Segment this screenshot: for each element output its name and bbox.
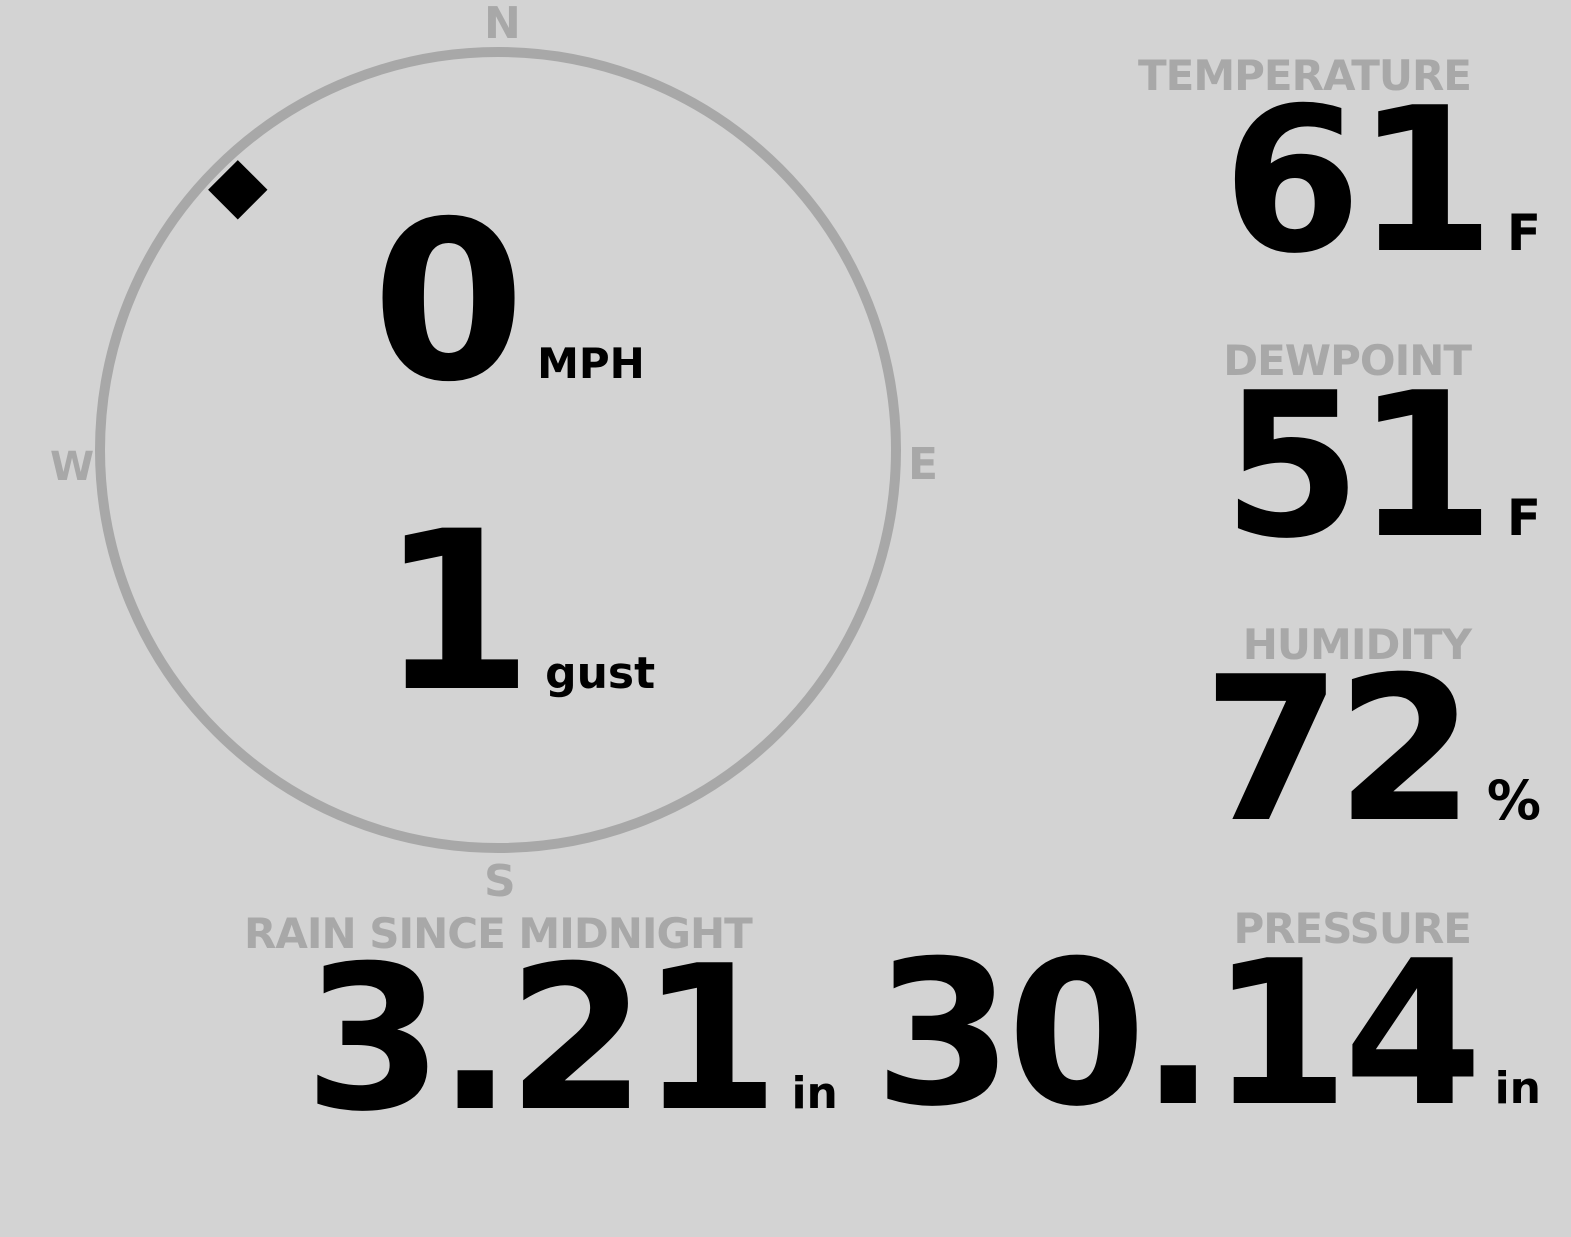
pressure-card: PRESSURE 30.14 in bbox=[873, 904, 1541, 1151]
pressure-unit: in bbox=[1494, 1063, 1541, 1114]
humidity-row: 72 % bbox=[1202, 634, 1541, 867]
dewpoint-value: 51 bbox=[1222, 350, 1495, 583]
dewpoint-unit: F bbox=[1506, 489, 1541, 547]
temperature-unit: F bbox=[1506, 204, 1541, 262]
temperature-value: 61 bbox=[1222, 65, 1495, 298]
compass-west: W bbox=[50, 444, 94, 490]
dewpoint-row: 51 F bbox=[1222, 350, 1541, 583]
dewpoint-card: DEWPOINT 51 F bbox=[1222, 336, 1541, 583]
rain-label: RAIN SINCE MIDNIGHT bbox=[244, 909, 753, 958]
rain-card: RAIN SINCE MIDNIGHT 3.21 in bbox=[244, 909, 838, 1156]
humidity-value: 72 bbox=[1202, 634, 1475, 867]
compass-south: S bbox=[484, 856, 516, 907]
wind-speed-unit: MPH bbox=[537, 339, 645, 388]
pressure-value: 30.14 bbox=[873, 918, 1483, 1151]
humidity-unit: % bbox=[1486, 769, 1541, 832]
wind-speed: 0 bbox=[372, 174, 525, 430]
pressure-label: PRESSURE bbox=[1233, 904, 1472, 953]
dewpoint-label: DEWPOINT bbox=[1223, 336, 1472, 385]
wind-gust-row: 1 gust bbox=[380, 484, 656, 740]
temperature-card: TEMPERATURE 61 F bbox=[1138, 51, 1541, 298]
wind-gust-unit: gust bbox=[545, 648, 656, 699]
rain-unit: in bbox=[791, 1068, 838, 1119]
compass-east: E bbox=[908, 439, 938, 490]
pressure-row: 30.14 in bbox=[873, 918, 1541, 1151]
rain-value: 3.21 bbox=[304, 923, 779, 1156]
temperature-label: TEMPERATURE bbox=[1138, 51, 1472, 100]
wind-gust: 1 bbox=[380, 484, 533, 740]
humidity-card: HUMIDITY 72 % bbox=[1202, 620, 1541, 867]
rain-row: 3.21 in bbox=[304, 923, 838, 1156]
humidity-label: HUMIDITY bbox=[1242, 620, 1472, 669]
compass-north: N bbox=[484, 0, 521, 49]
wind-speed-row: 0 MPH bbox=[372, 174, 645, 430]
temperature-row: 61 F bbox=[1222, 65, 1541, 298]
compass-ring bbox=[95, 47, 901, 853]
